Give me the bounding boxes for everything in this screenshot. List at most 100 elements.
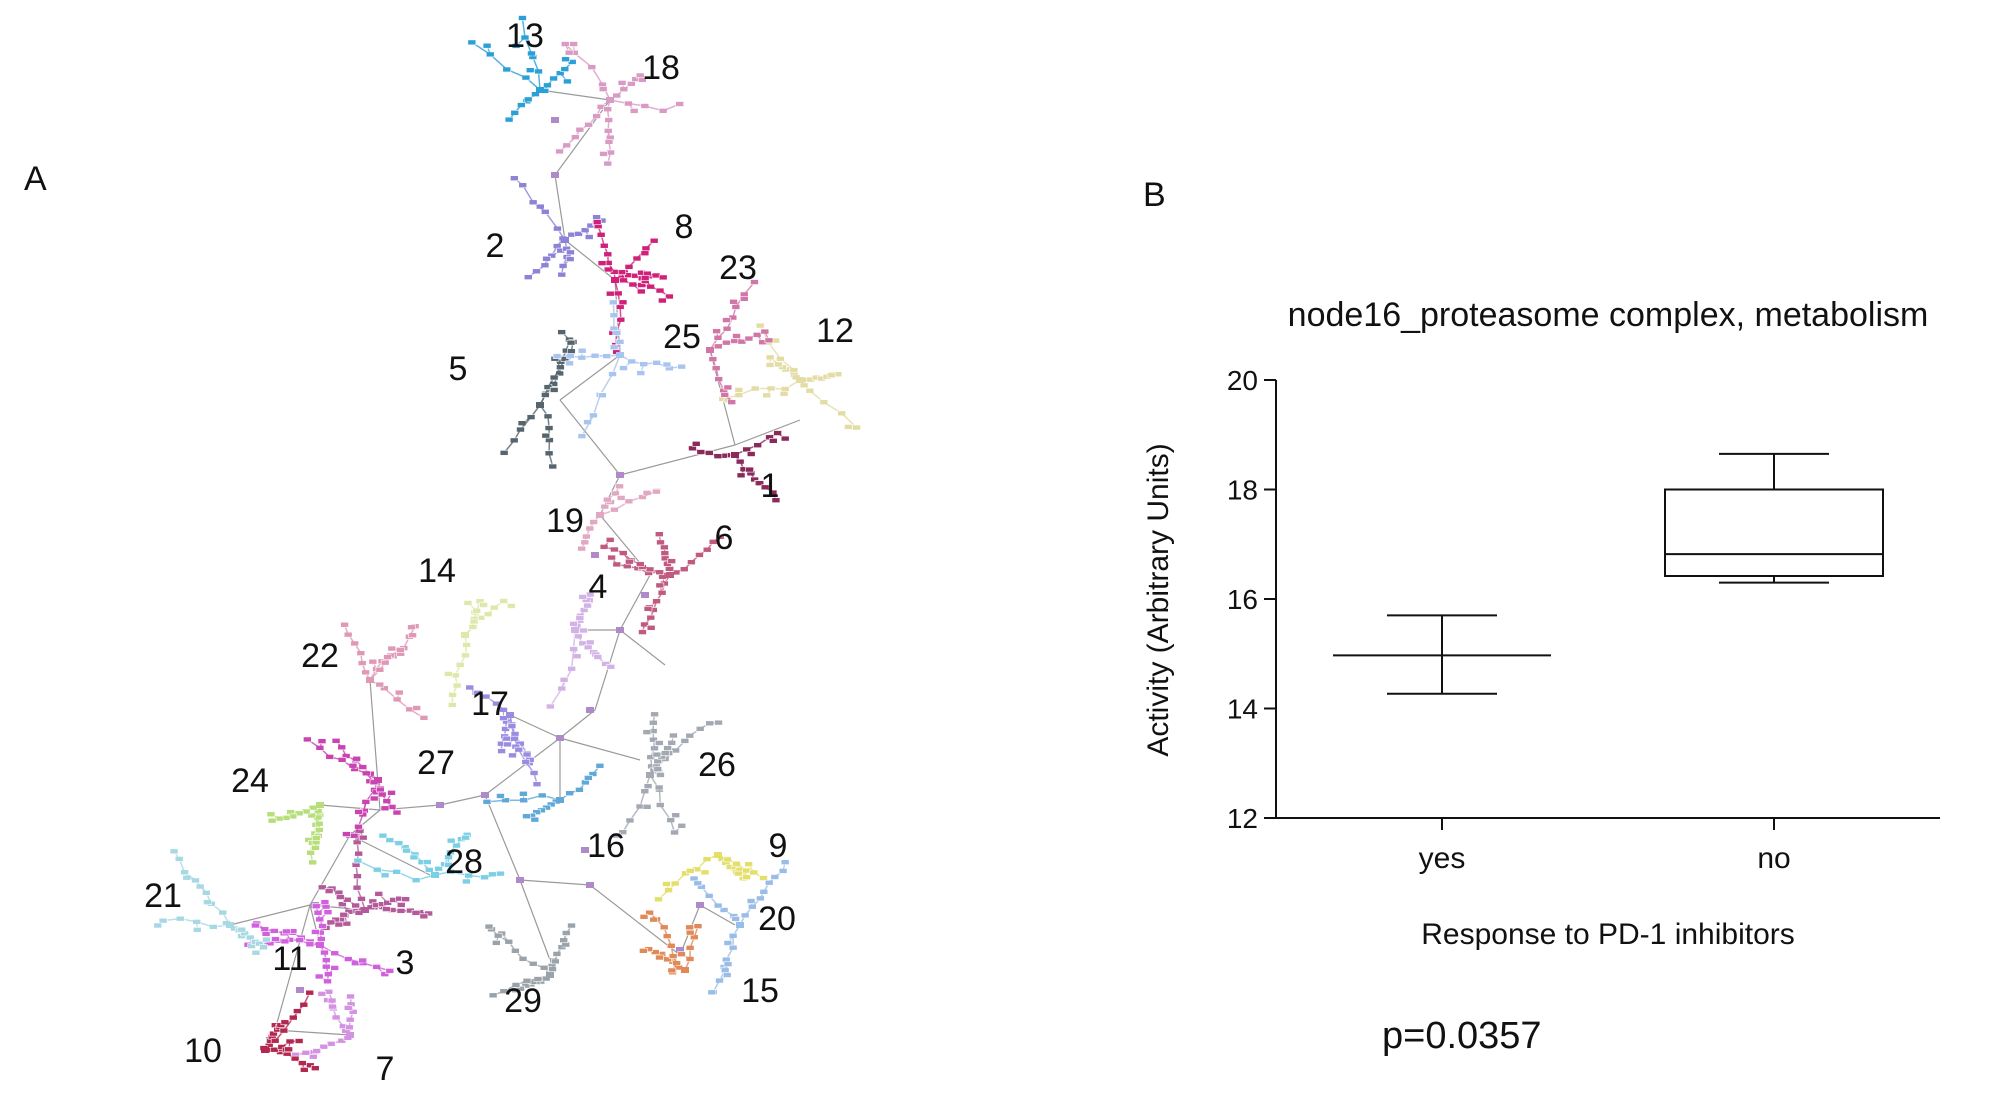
network-cluster-label: 23 [719,249,757,287]
cluster-node [496,793,505,799]
cluster-link [581,414,595,437]
cluster-node [343,1005,353,1011]
cluster-node [677,822,687,829]
cluster-node [484,923,494,930]
cluster-node [762,392,772,399]
cluster-node [392,809,402,816]
cluster-center-node [571,627,579,633]
cluster-node [519,790,528,797]
chart-title: node16_proteasome complex, metabolism [1288,296,1929,334]
cluster-node [722,317,731,323]
network-clusters [153,15,861,1073]
cluster-node [499,715,508,721]
cluster-node [387,790,396,796]
cluster-node [317,738,327,744]
network-edge [564,239,616,281]
cluster-node [744,861,753,867]
cluster-node [768,438,778,444]
network-cluster-label: 9 [769,827,788,865]
cluster-node [658,274,668,281]
cluster-node [488,992,498,999]
network-cluster-26 [612,711,723,839]
cluster-center-node [706,347,714,353]
cluster-node [473,690,482,696]
cluster-node [750,279,759,285]
cluster-node [764,337,774,344]
cluster-node [662,361,672,368]
cluster-center-node [536,402,544,408]
cluster-node [422,859,432,865]
x-axis-ticks: yes no [1419,818,1791,875]
network-hub-node [581,847,589,853]
cluster-node [447,702,457,708]
cluster-node [300,1066,309,1073]
network-edge [484,794,521,881]
network-hub-node [551,172,559,178]
cluster-node [525,67,535,73]
network-edge [559,737,641,761]
cluster-node [640,250,650,257]
cluster-node [408,632,417,639]
cluster-node [629,108,639,114]
cluster-node [387,645,397,652]
cluster-node [566,339,576,346]
cluster-node [479,602,488,608]
network-hub-node [556,735,564,741]
network-cluster-5 [499,329,578,470]
network-cluster-22 [340,621,429,721]
network-cluster-15 [639,909,703,976]
cluster-node [572,653,582,660]
cluster-node [651,488,661,495]
cluster-node [385,968,395,974]
cluster-node [303,736,312,743]
cluster-node [522,751,532,758]
cluster-center-node [461,632,469,638]
cluster-node [646,624,656,631]
y-tick-label: 12 [1227,803,1258,834]
cluster-node [541,432,551,439]
network-edge [559,399,621,476]
cluster-node [649,237,659,244]
cluster-node [597,260,607,266]
cluster-node [251,922,260,929]
cluster-node [606,664,616,670]
network-cluster-7 [291,988,358,1060]
cluster-link [591,66,604,86]
cluster-node [532,781,542,787]
cluster-center-node [561,237,569,243]
cluster-node [548,463,558,470]
cluster-node [617,269,627,275]
cluster-node [267,817,277,824]
cluster-node [652,751,662,758]
cluster-node [312,1048,321,1054]
cluster-node [311,845,320,851]
cluster-node [715,534,725,540]
cluster-node [446,837,456,844]
cluster-node [261,931,271,937]
cluster-node [339,911,349,918]
cluster-node [742,874,751,880]
cluster-node [307,812,317,819]
cluster-node [305,989,315,996]
network-cluster-label: 15 [741,972,779,1010]
network-cluster-label: 20 [758,900,796,938]
cluster-center-node [506,712,514,718]
cluster-node [592,214,601,220]
cluster-node [765,362,775,368]
cluster-node [496,870,505,877]
cluster-node [826,372,836,379]
cluster-center-node [606,97,614,103]
cluster-node [535,203,545,210]
network-cluster-label: 17 [471,685,509,723]
cluster-link [572,629,576,650]
cluster-node [564,49,574,56]
cluster-node [720,392,730,398]
cluster-node [612,330,622,336]
network-cluster-4 [546,591,616,710]
cluster-node [462,878,471,885]
cluster-center-node [261,1047,269,1053]
cluster-center-node [546,972,554,978]
cluster-node [578,594,588,600]
cluster-node [650,711,659,718]
